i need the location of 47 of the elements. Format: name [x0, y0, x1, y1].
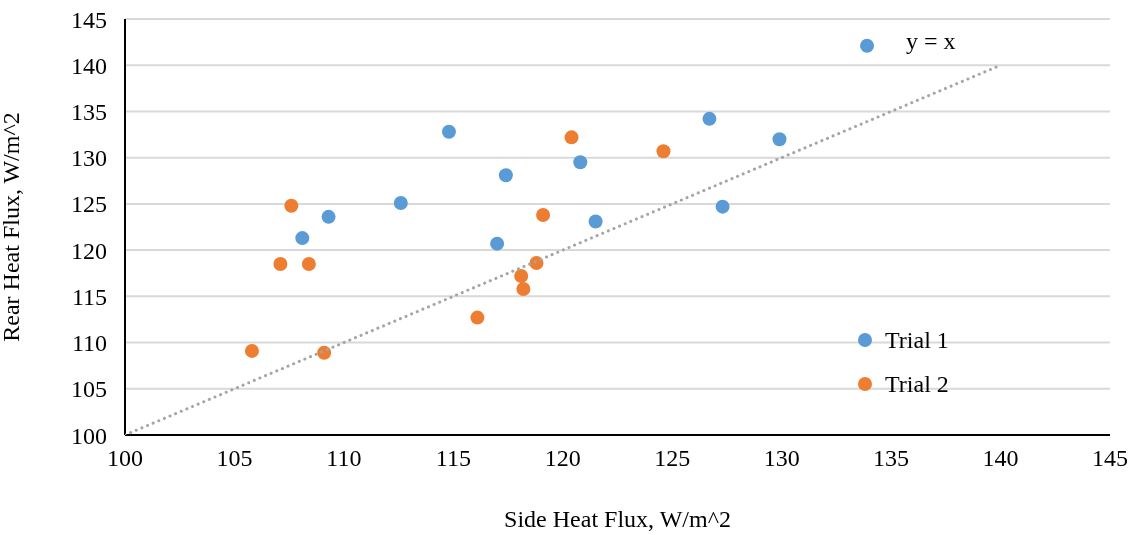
- point: [536, 207, 551, 222]
- x-tick-label: 125: [654, 445, 691, 472]
- x-tick-label: 115: [435, 445, 471, 472]
- point: [498, 168, 513, 183]
- point: [573, 155, 588, 170]
- point: [321, 209, 336, 224]
- legend-label: Trial 2: [885, 370, 949, 398]
- y-tick-label: 100: [71, 422, 107, 449]
- x-tick-label: 105: [216, 445, 253, 472]
- y-tick-label: 115: [71, 283, 107, 310]
- y-axis-title: Rear Heat Flux, W/m^2: [0, 112, 24, 342]
- y-tick-label: 130: [71, 145, 107, 172]
- y-tick-label: 120: [71, 237, 107, 264]
- y-tick-label: 140: [71, 52, 107, 79]
- x-tick-label: 140: [982, 445, 1019, 472]
- y-tick-label: 145: [71, 6, 107, 33]
- x-tick-label: 120: [544, 445, 581, 472]
- point: [441, 124, 456, 139]
- point: [244, 343, 259, 358]
- y-tick-label: 135: [71, 98, 107, 125]
- x-axis-title: Side Heat Flux, W/m^2: [504, 506, 731, 532]
- point: [656, 144, 671, 159]
- point: [393, 195, 408, 210]
- point: [702, 111, 717, 126]
- y-tick-label: 110: [71, 330, 107, 357]
- x-tick-label: 145: [1092, 445, 1128, 472]
- y-tick-label: 125: [71, 191, 107, 218]
- point: [715, 199, 730, 214]
- point: [772, 132, 787, 147]
- point: [284, 198, 299, 213]
- point: [860, 38, 875, 53]
- x-tick-label: 130: [763, 445, 800, 472]
- point: [490, 236, 505, 251]
- y-tick-label: 105: [71, 376, 107, 403]
- point: [470, 310, 485, 325]
- legend-label: Trial 1: [885, 326, 949, 354]
- point: [564, 130, 579, 145]
- point: [301, 256, 316, 271]
- point: [295, 231, 310, 246]
- point: [588, 214, 603, 229]
- x-tick-label: 100: [107, 445, 143, 472]
- x-tick-label: 110: [326, 445, 362, 472]
- point: [514, 269, 529, 283]
- point: [273, 256, 288, 271]
- x-tick-label: 135: [873, 445, 910, 472]
- point: [516, 281, 531, 296]
- annotation: y = x: [906, 28, 956, 55]
